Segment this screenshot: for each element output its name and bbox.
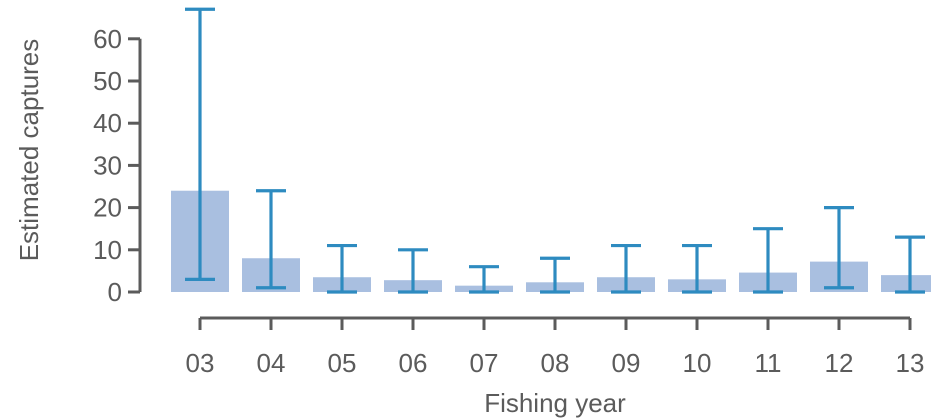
x-tick-label: 05 [328, 348, 357, 378]
y-tick-label: 50 [93, 66, 122, 96]
error-bar-03 [185, 7, 215, 281]
error-bar-04 [256, 189, 286, 290]
error-bar-13 [895, 235, 925, 294]
x-tick-label: 10 [683, 348, 712, 378]
error-bar-07 [469, 265, 499, 294]
y-axis-title: Estimated captures [14, 39, 44, 262]
x-axis: 03 04 05 06 07 08 09 10 11 12 13 [186, 316, 925, 378]
error-bar-06 [398, 248, 428, 294]
x-tick-label: 11 [755, 348, 782, 378]
x-tick-label: 08 [541, 348, 570, 378]
y-tick-label: 0 [108, 277, 122, 307]
bar-13 [881, 275, 931, 292]
x-tick-label: 04 [257, 348, 286, 378]
x-tick-label: 13 [896, 348, 925, 378]
error-bar-12 [824, 206, 854, 290]
x-tick-label: 06 [399, 348, 428, 378]
error-bar-05 [327, 243, 357, 294]
x-tick-label: 09 [612, 348, 641, 378]
x-axis-title: Fishing year [484, 388, 626, 418]
error-bars-layer [185, 7, 925, 294]
error-bar-09 [611, 243, 641, 294]
y-tick-label: 60 [93, 24, 122, 54]
y-axis: 0 10 20 30 40 50 60 [93, 24, 142, 307]
error-bar-10 [682, 243, 712, 294]
bars-layer [171, 190, 931, 292]
y-tick-label: 20 [93, 193, 122, 223]
x-tick-label: 03 [186, 348, 215, 378]
y-tick-label: 40 [93, 108, 122, 138]
error-bar-11 [753, 227, 783, 294]
y-tick-label: 10 [93, 235, 122, 265]
x-tick-label: 07 [470, 348, 499, 378]
y-tick-label: 30 [93, 150, 122, 180]
error-bar-08 [540, 256, 570, 294]
x-tick-label: 12 [825, 348, 854, 378]
